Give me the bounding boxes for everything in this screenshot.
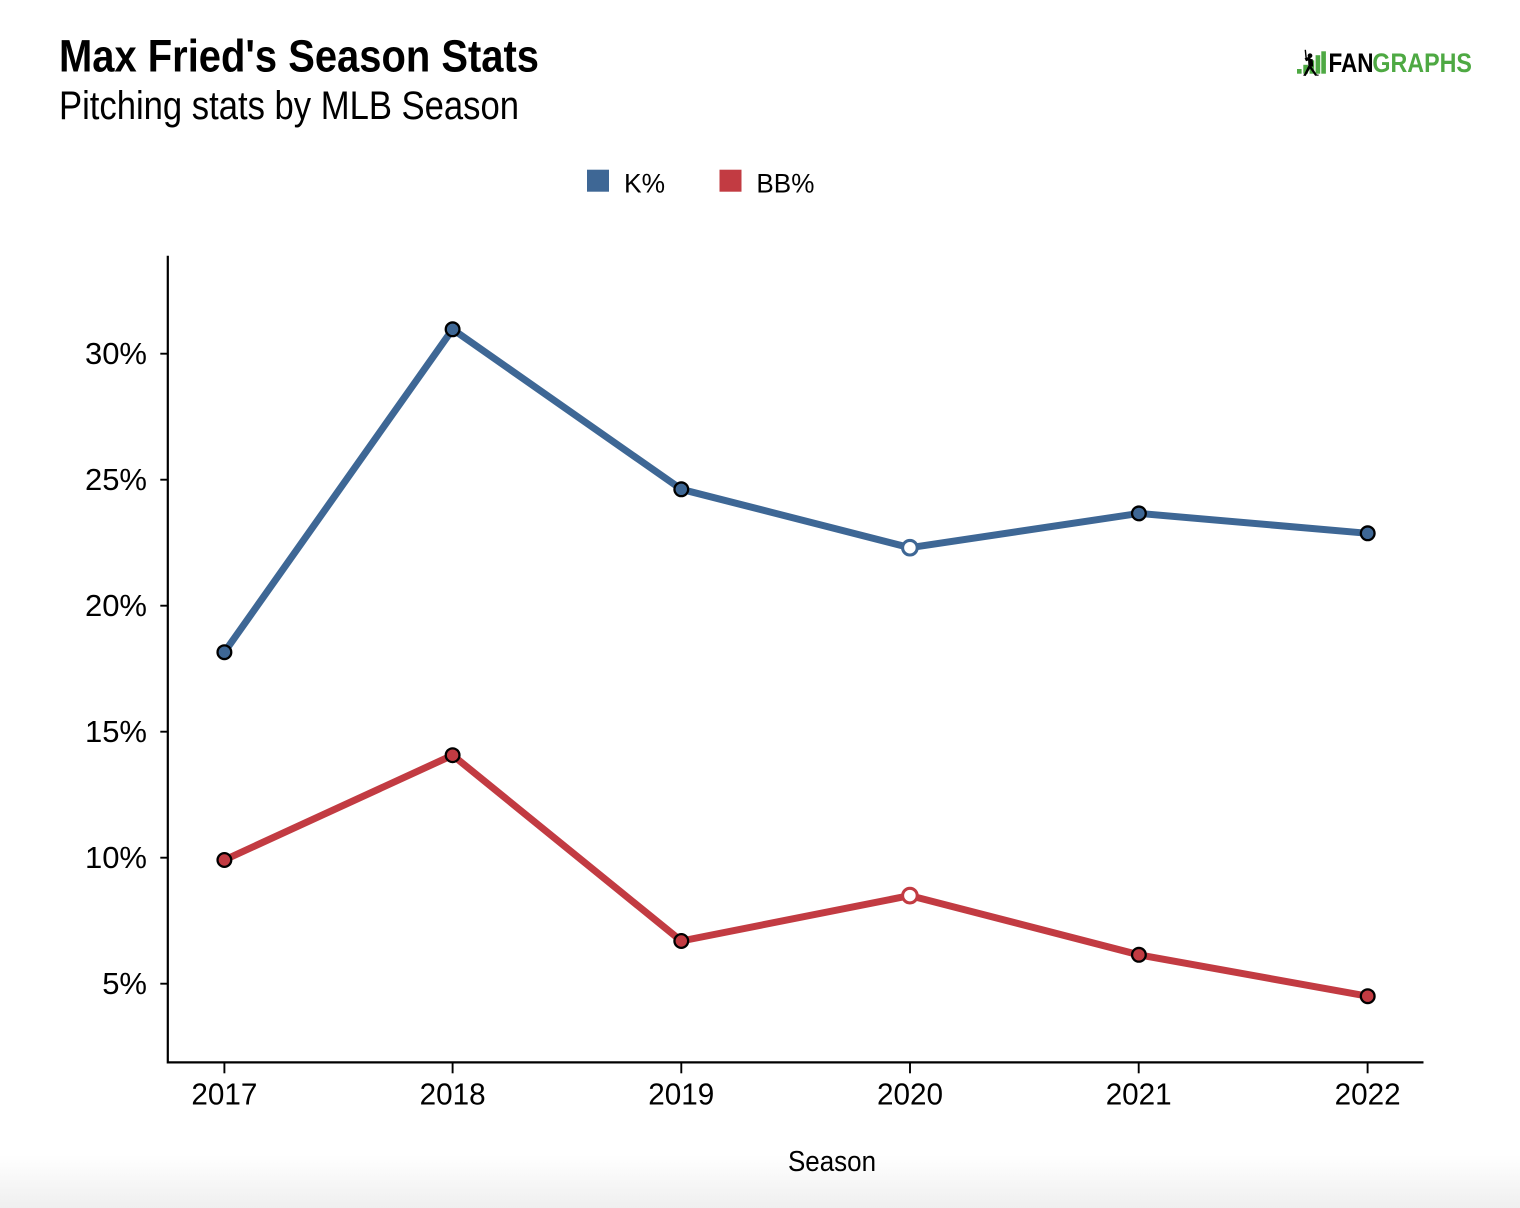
svg-text:2017: 2017 xyxy=(191,1077,257,1112)
svg-text:2021: 2021 xyxy=(1106,1077,1172,1112)
svg-text:FAN: FAN xyxy=(1329,48,1374,78)
svg-text:2019: 2019 xyxy=(648,1077,714,1112)
svg-text:K%: K% xyxy=(624,169,665,199)
svg-text:10%: 10% xyxy=(85,840,147,875)
svg-text:Season: Season xyxy=(788,1146,876,1178)
svg-text:2022: 2022 xyxy=(1335,1077,1401,1112)
svg-text:25%: 25% xyxy=(85,462,147,497)
svg-text:Pitching stats by MLB Season: Pitching stats by MLB Season xyxy=(59,84,519,128)
svg-text:30%: 30% xyxy=(85,336,147,371)
svg-text:BB%: BB% xyxy=(756,169,814,199)
svg-text:GRAPHS: GRAPHS xyxy=(1372,48,1472,78)
svg-text:15%: 15% xyxy=(85,714,147,749)
svg-text:20%: 20% xyxy=(85,588,147,623)
svg-text:Max Fried's Season Stats: Max Fried's Season Stats xyxy=(59,31,539,82)
svg-text:2020: 2020 xyxy=(877,1077,943,1112)
svg-text:5%: 5% xyxy=(102,966,147,1001)
svg-text:2018: 2018 xyxy=(420,1077,486,1112)
